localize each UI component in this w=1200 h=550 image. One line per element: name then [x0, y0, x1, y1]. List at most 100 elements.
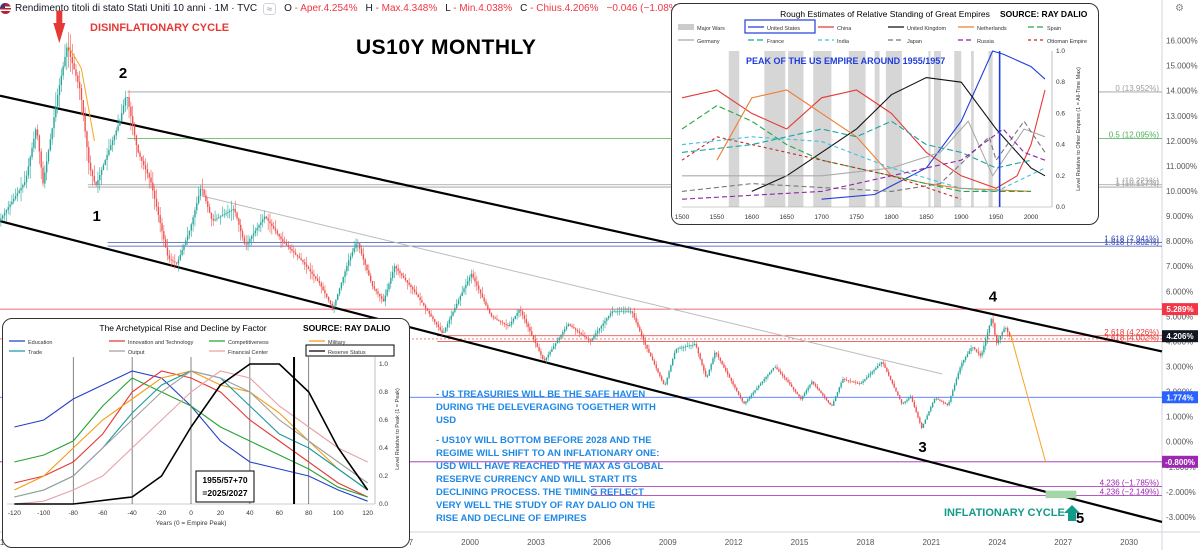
candle-body — [282, 239, 284, 242]
candle-body — [512, 318, 515, 322]
candle-body — [853, 381, 855, 383]
candle-body — [847, 380, 850, 382]
candle-body — [232, 208, 235, 211]
candle-body — [155, 198, 158, 207]
candle-body — [311, 271, 313, 274]
candle-body — [856, 382, 859, 384]
compare-pill[interactable]: ≈ — [263, 2, 277, 15]
candle-body — [730, 377, 732, 382]
candle-body — [538, 347, 540, 352]
candle-body — [509, 324, 511, 326]
candle-body — [488, 309, 491, 314]
candle-body — [316, 278, 319, 281]
empire-series-line — [681, 89, 1046, 189]
candle-body — [466, 281, 469, 285]
level-tag-bg — [1162, 391, 1198, 404]
war-band — [988, 51, 993, 207]
candle-body — [651, 356, 654, 361]
legend-entry: Reserve Status — [328, 350, 366, 356]
candle-body — [877, 366, 879, 368]
candle-body — [166, 247, 169, 256]
candle-body — [970, 348, 972, 352]
candle-body — [302, 260, 304, 263]
candle-body — [688, 345, 690, 347]
candle-body — [543, 359, 546, 361]
candle-body — [454, 307, 456, 312]
candle-body — [443, 331, 445, 333]
candle-body — [523, 315, 526, 320]
candle-body — [783, 375, 786, 378]
factors-x-tick: 40 — [246, 510, 254, 517]
empire-series-line — [682, 120, 1046, 177]
y-tick-label: 14.000% — [1166, 87, 1198, 96]
candle-body — [25, 175, 28, 183]
ohlc-low: L - Min.4.038% — [445, 3, 513, 14]
legend-entry: Germany — [697, 39, 720, 45]
candle-body — [42, 167, 44, 184]
candle-body — [84, 115, 86, 132]
candle-body — [494, 317, 496, 319]
candle-body — [602, 323, 604, 326]
candle-body — [955, 378, 958, 385]
candle-body — [36, 129, 39, 136]
war-band — [928, 51, 931, 207]
candle-body — [886, 367, 888, 372]
empires-y-tick: 0.2 — [1056, 173, 1065, 180]
candle-body — [188, 230, 191, 236]
candle-body — [60, 75, 63, 86]
candle-body — [926, 415, 928, 420]
candle-body — [521, 311, 524, 316]
inflationary-label: INFLATIONARY CYCLE — [944, 507, 1065, 519]
candle-body — [790, 384, 793, 387]
fib-level-label: 0.5 (12.095%) — [1109, 130, 1160, 139]
empires-x-tick: 1950 — [989, 214, 1004, 221]
candle-body — [256, 227, 258, 231]
empires-chart: Rough Estimates of Relative Standing of … — [675, 9, 1088, 221]
candle-body — [53, 117, 55, 129]
candle-body — [100, 169, 103, 175]
candle-body — [732, 381, 734, 385]
candle-body — [833, 401, 835, 406]
legend-entry: Netherlands — [977, 26, 1007, 32]
candle-body — [690, 345, 692, 346]
candle-body — [520, 310, 522, 312]
empires-x-tick: 1600 — [745, 214, 760, 221]
candle-body — [930, 407, 932, 412]
x-tick-label: 2021 — [922, 538, 940, 547]
candle-body — [271, 223, 273, 227]
candle-body — [108, 150, 110, 155]
candle-body — [593, 335, 595, 339]
candle-body — [38, 135, 41, 152]
candle-body — [990, 319, 992, 326]
symbol-title[interactable]: Rendimento titoli di stato Stati Uniti 1… — [15, 3, 258, 14]
factors-y-tick: 0.0 — [379, 501, 388, 508]
candle-body — [968, 351, 970, 355]
candle-body — [767, 374, 769, 377]
candle-body — [873, 369, 875, 372]
empires-x-tick: 1650 — [779, 214, 794, 221]
y-tick-label: 10.000% — [1166, 187, 1198, 196]
candle-body — [560, 334, 562, 338]
up-arrow-stem — [1068, 513, 1076, 521]
candle-body — [304, 262, 306, 265]
candle-body — [644, 340, 646, 345]
candle-body — [699, 353, 701, 360]
candle-body — [31, 147, 33, 158]
candle-body — [600, 325, 603, 329]
candle-body — [908, 398, 910, 400]
candle-body — [481, 293, 484, 298]
candle-body — [397, 268, 399, 271]
candle-body — [459, 296, 462, 300]
war-band — [885, 51, 902, 207]
candle-body — [661, 376, 663, 381]
candle-body — [812, 381, 815, 384]
candle-body — [584, 335, 586, 338]
candle-body — [549, 351, 551, 355]
candle-body — [633, 313, 635, 318]
candle-body — [719, 357, 722, 361]
candle-body — [534, 339, 537, 344]
empire-series-line — [681, 104, 1032, 192]
empire-series-line — [681, 120, 1032, 169]
candle-body — [692, 344, 694, 346]
candle-body — [219, 216, 222, 218]
